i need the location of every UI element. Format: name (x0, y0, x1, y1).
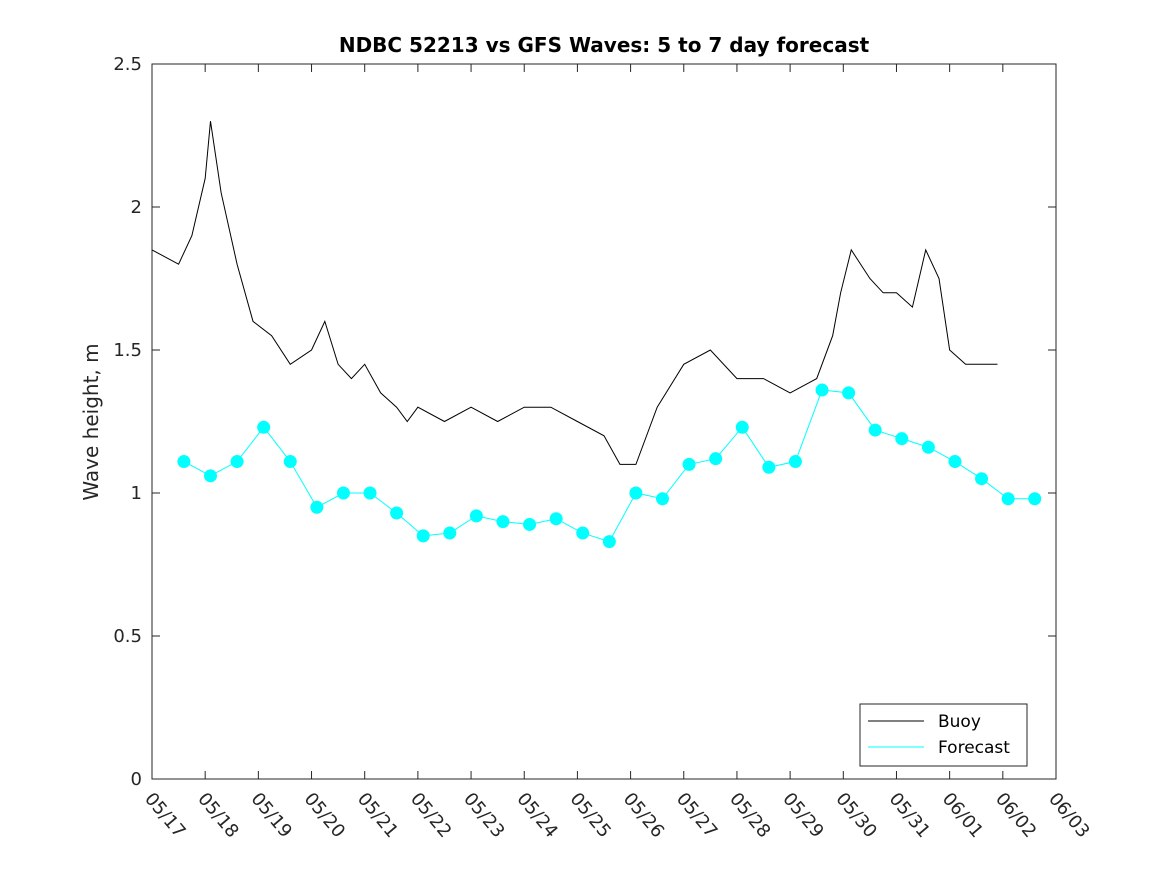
forecast-point (868, 423, 882, 437)
forecast-point (921, 440, 935, 454)
forecast-point (576, 526, 590, 540)
forecast-point (682, 457, 696, 471)
forecast-point (629, 486, 643, 500)
forecast-point (1001, 492, 1015, 506)
forecast-point (1028, 492, 1042, 506)
forecast-point (257, 420, 271, 434)
forecast-point (203, 469, 217, 483)
legend-forecast-label: Forecast (938, 738, 1010, 758)
forecast-point (416, 529, 430, 543)
forecast-point (336, 486, 350, 500)
forecast-point (948, 455, 962, 469)
legend-buoy-label: Buoy (938, 712, 981, 732)
legend-box (859, 703, 1028, 767)
forecast-point (310, 500, 324, 514)
y-tick-label: 2.5 (113, 54, 142, 75)
forecast-point (842, 386, 856, 400)
buoy-layer (151, 121, 998, 465)
forecast-point (549, 512, 563, 526)
y-tick-label: 0 (131, 769, 142, 790)
y-tick-label: 1 (131, 483, 142, 504)
forecast-point (735, 420, 749, 434)
forecast-point (788, 455, 802, 469)
forecast-point (443, 526, 457, 540)
forecast-point (975, 472, 989, 486)
buoy-line (151, 121, 998, 465)
y-axis: 0 0.5 1 1.5 2 2.5 (113, 54, 1056, 790)
forecast-point (895, 432, 909, 446)
plot-area (151, 63, 1057, 780)
forecast-point (655, 492, 669, 506)
y-axis-label: Wave height, m (79, 343, 103, 500)
forecast-point (390, 506, 404, 520)
forecast-point (469, 509, 483, 523)
y-tick-label: 1.5 (113, 340, 142, 361)
forecast-point (177, 455, 191, 469)
forecast-point (283, 455, 297, 469)
chart-title: NDBC 52213 vs GFS Waves: 5 to 7 day fore… (339, 33, 870, 57)
forecast-point (815, 383, 829, 397)
forecast-point (709, 452, 723, 466)
forecast-layer (177, 383, 1042, 549)
y-tick-label: 2 (131, 197, 142, 218)
forecast-point (602, 535, 616, 549)
forecast-point (496, 515, 510, 529)
forecast-point (363, 486, 377, 500)
forecast-point (230, 455, 244, 469)
legend: Buoy Forecast (859, 703, 1028, 767)
forecast-point (523, 517, 537, 531)
y-tick-label: 0.5 (113, 626, 142, 647)
forecast-point (762, 460, 776, 474)
